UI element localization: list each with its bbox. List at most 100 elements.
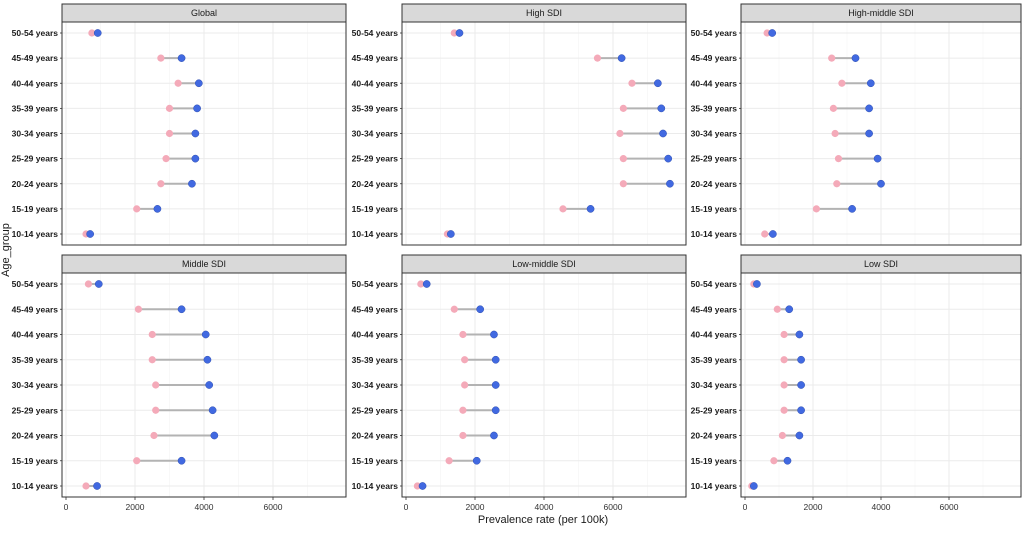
end-point	[93, 29, 102, 37]
start-point	[150, 431, 158, 440]
end-point	[851, 54, 860, 62]
end-point	[659, 129, 667, 138]
end-point	[208, 406, 217, 415]
start-point	[812, 205, 821, 213]
y-tick-label: 15-19 years	[352, 204, 399, 214]
end-point	[654, 79, 662, 88]
start-point	[780, 356, 788, 364]
panel-title: High-middle SDI	[848, 8, 914, 18]
y-tick-label: 50-54 years	[352, 28, 399, 38]
end-point	[666, 179, 674, 188]
panel-title: Low SDI	[864, 259, 898, 269]
y-tick-label: 45-49 years	[352, 53, 399, 63]
end-point	[422, 280, 431, 288]
end-point	[476, 305, 485, 314]
end-point	[153, 205, 162, 213]
x-tick-label: 4000	[535, 502, 554, 512]
panel-middle-sdi: Middle SDI 10-14 years 15-19 years 20-24 ye…	[12, 254, 347, 512]
y-tick-label: 20-24 years	[12, 179, 59, 189]
start-point	[780, 381, 788, 389]
start-point	[459, 406, 467, 414]
y-tick-label: 15-19 years	[691, 204, 738, 214]
end-point	[472, 456, 481, 465]
end-point	[194, 79, 203, 88]
end-point	[768, 29, 777, 37]
y-tick-label: 30-34 years	[352, 129, 399, 139]
start-point	[133, 205, 141, 213]
start-point	[459, 330, 467, 339]
y-tick-label: 40-44 years	[691, 330, 738, 340]
y-tick-label: 10-14 years	[691, 229, 738, 239]
end-point	[783, 456, 792, 465]
start-point	[174, 79, 182, 87]
start-point	[838, 79, 846, 87]
y-tick-label: 30-34 years	[352, 380, 399, 390]
end-point	[490, 431, 498, 440]
end-point	[664, 154, 673, 163]
y-tick-label: 45-49 years	[691, 304, 738, 314]
end-point	[177, 305, 186, 314]
y-tick-label: 25-29 years	[12, 154, 59, 164]
start-point	[417, 280, 425, 288]
end-point	[201, 330, 210, 339]
end-point	[797, 381, 805, 389]
x-tick-label: 6000	[604, 502, 623, 512]
start-point	[559, 205, 567, 213]
y-tick-label: 25-29 years	[691, 154, 738, 164]
y-tick-label: 20-24 years	[691, 431, 738, 441]
end-point	[86, 230, 95, 238]
y-tick-label: 10-14 years	[352, 481, 399, 491]
y-tick-label: 40-44 years	[352, 78, 399, 88]
panel-title: Middle SDI	[182, 259, 226, 269]
y-tick-label: 30-34 years	[12, 380, 59, 390]
panel-title: Low-middle SDI	[512, 259, 576, 269]
end-point	[93, 482, 101, 490]
panel-high-middle-sdi: High-middle SDI 10-14 years 15-19 years 20-…	[691, 3, 1022, 246]
y-tick-label: 50-54 years	[691, 279, 738, 289]
end-point	[795, 431, 804, 440]
y-tick-label: 25-29 years	[12, 405, 59, 415]
start-point	[761, 230, 769, 238]
y-tick-label: 15-19 years	[352, 456, 399, 466]
end-point	[586, 205, 595, 213]
y-tick-label: 30-34 years	[691, 380, 738, 390]
end-point	[447, 230, 455, 238]
start-point	[831, 129, 839, 138]
x-tick-label: 2000	[466, 502, 485, 512]
y-tick-label: 25-29 years	[352, 154, 399, 164]
end-point	[877, 179, 885, 188]
y-tick-label: 40-44 years	[691, 78, 738, 88]
y-tick-label: 15-19 years	[12, 204, 59, 214]
end-point	[785, 305, 794, 314]
y-tick-label: 20-24 years	[691, 179, 738, 189]
start-point	[833, 180, 841, 188]
y-tick-label: 35-39 years	[691, 103, 738, 113]
panel-low-middle-sdi: Low-middle SDI 10-14 years 15-19 years 20-2…	[352, 254, 687, 512]
end-point	[191, 154, 200, 163]
y-tick-label: 25-29 years	[352, 405, 399, 415]
y-axis-title: Age_group	[0, 223, 12, 277]
end-point	[205, 381, 214, 389]
x-tick-label: 0	[404, 502, 409, 512]
x-tick-label: 4000	[195, 502, 214, 512]
y-tick-label: 15-19 years	[12, 456, 59, 466]
start-point	[778, 431, 787, 440]
end-point	[491, 406, 500, 415]
end-point	[749, 482, 758, 490]
end-point	[617, 54, 626, 62]
end-point	[866, 79, 875, 88]
y-tick-label: 35-39 years	[691, 355, 738, 365]
x-tick-label: 4000	[872, 502, 891, 512]
start-point	[134, 305, 143, 313]
end-point	[94, 280, 103, 288]
end-point	[177, 456, 186, 465]
y-tick-label: 10-14 years	[352, 229, 399, 239]
start-point	[461, 381, 469, 389]
y-tick-label: 35-39 years	[12, 355, 59, 365]
start-point	[445, 457, 453, 465]
y-tick-label: 50-54 years	[352, 279, 399, 289]
end-point	[177, 54, 186, 62]
y-tick-label: 35-39 years	[12, 103, 59, 113]
y-tick-label: 20-24 years	[12, 431, 59, 441]
